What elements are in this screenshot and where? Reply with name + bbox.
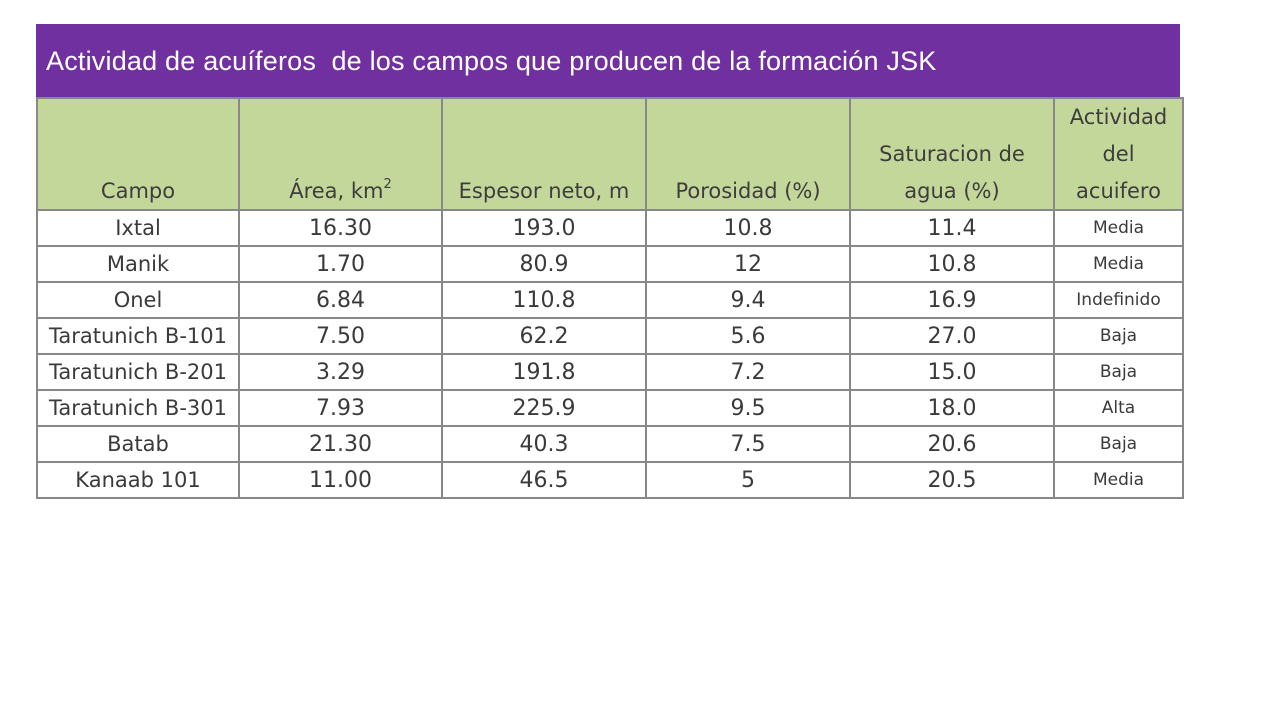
cell-saturacion: 15.0: [849, 353, 1055, 392]
table-body: Ixtal 16.30 193.0 10.8 11.4 Media Manik …: [36, 209, 1184, 500]
cell-saturacion: 16.9: [849, 281, 1055, 320]
cell-saturacion: 10.8: [849, 245, 1055, 284]
cell-espesor: 193.0: [441, 209, 647, 248]
table-row: Manik 1.70 80.9 12 10.8 Media: [36, 245, 1184, 284]
cell-actividad: Baja: [1053, 353, 1184, 392]
header-area-text: Área, km: [289, 178, 384, 203]
table-row: Batab 21.30 40.3 7.5 20.6 Baja: [36, 425, 1184, 464]
cell-area: 11.00: [238, 461, 443, 500]
header-actividad-line-1: Actividad: [1069, 105, 1168, 129]
cell-campo: Taratunich B-101: [36, 317, 240, 356]
header-campo: Campo: [36, 96, 240, 212]
header-saturacion: Saturacion de agua (%): [849, 96, 1055, 212]
header-porosidad-label: Porosidad (%): [675, 178, 821, 203]
cell-porosidad: 5.6: [645, 317, 851, 356]
header-area-label: Área, km2: [241, 173, 440, 209]
cell-espesor: 191.8: [441, 353, 647, 392]
slide-title: Actividad de acuíferos de los campos que…: [46, 45, 937, 76]
cell-actividad: Baja: [1053, 425, 1184, 464]
cell-actividad: Media: [1053, 209, 1184, 248]
cell-porosidad: 9.5: [645, 389, 851, 428]
header-row: Campo Área, km2 Espesor neto, m Porosida…: [36, 96, 1184, 212]
header-actividad-line-2: del: [1102, 141, 1135, 166]
cell-porosidad: 7.2: [645, 353, 851, 392]
cell-saturacion: 11.4: [849, 209, 1055, 248]
cell-actividad: Indefinido: [1053, 281, 1184, 320]
cell-espesor: 80.9: [441, 245, 647, 284]
table-row: Taratunich B-201 3.29 191.8 7.2 15.0 Baj…: [36, 353, 1184, 392]
cell-porosidad: 7.5: [645, 425, 851, 464]
header-espesor-label: Espesor neto, m: [458, 178, 630, 203]
cell-actividad: Baja: [1053, 317, 1184, 356]
cell-espesor: 40.3: [441, 425, 647, 464]
header-saturacion-line-2: agua (%): [904, 178, 1000, 203]
cell-area: 6.84: [238, 281, 443, 320]
table-row: Taratunich B-101 7.50 62.2 5.6 27.0 Baja: [36, 317, 1184, 356]
title-bar: Actividad de acuíferos de los campos que…: [36, 24, 1180, 98]
cell-porosidad: 9.4: [645, 281, 851, 320]
cell-campo: Kanaab 101: [36, 461, 240, 500]
cell-area: 7.93: [238, 389, 443, 428]
cell-actividad: Media: [1053, 245, 1184, 284]
cell-espesor: 62.2: [441, 317, 647, 356]
header-actividad-line-3: acuifero: [1076, 178, 1161, 203]
cell-porosidad: 5: [645, 461, 851, 500]
header-campo-label: Campo: [100, 178, 176, 203]
cell-area: 21.30: [238, 425, 443, 464]
table-row: Onel 6.84 110.8 9.4 16.9 Indefinido: [36, 281, 1184, 320]
cell-area: 16.30: [238, 209, 443, 248]
cell-campo: Manik: [36, 245, 240, 284]
cell-espesor: 225.9: [441, 389, 647, 428]
cell-campo: Taratunich B-201: [36, 353, 240, 392]
cell-saturacion: 20.5: [849, 461, 1055, 500]
cell-espesor: 110.8: [441, 281, 647, 320]
cell-espesor: 46.5: [441, 461, 647, 500]
cell-porosidad: 12: [645, 245, 851, 284]
cell-saturacion: 18.0: [849, 389, 1055, 428]
table-row: Kanaab 101 11.00 46.5 5 20.5 Media: [36, 461, 1184, 500]
cell-area: 1.70: [238, 245, 443, 284]
table-row: Taratunich B-301 7.93 225.9 9.5 18.0 Alt…: [36, 389, 1184, 428]
cell-area: 7.50: [238, 317, 443, 356]
cell-actividad: Alta: [1053, 389, 1184, 428]
cell-campo: Taratunich B-301: [36, 389, 240, 428]
cell-actividad: Media: [1053, 461, 1184, 500]
header-area-superscript: 2: [383, 176, 392, 192]
table-header: Campo Área, km2 Espesor neto, m Porosida…: [36, 96, 1184, 212]
header-porosidad: Porosidad (%): [645, 96, 851, 212]
header-actividad: Actividad del acuifero: [1053, 96, 1184, 212]
cell-campo: Onel: [36, 281, 240, 320]
table-row: Ixtal 16.30 193.0 10.8 11.4 Media: [36, 209, 1184, 248]
header-espesor: Espesor neto, m: [441, 96, 647, 212]
aquifer-table: Campo Área, km2 Espesor neto, m Porosida…: [36, 96, 1184, 500]
header-saturacion-line-1: Saturacion de: [879, 141, 1025, 166]
cell-campo: Ixtal: [36, 209, 240, 248]
cell-porosidad: 10.8: [645, 209, 851, 248]
cell-saturacion: 27.0: [849, 317, 1055, 356]
cell-area: 3.29: [238, 353, 443, 392]
header-area: Área, km2: [238, 96, 443, 212]
cell-campo: Batab: [36, 425, 240, 464]
cell-saturacion: 20.6: [849, 425, 1055, 464]
